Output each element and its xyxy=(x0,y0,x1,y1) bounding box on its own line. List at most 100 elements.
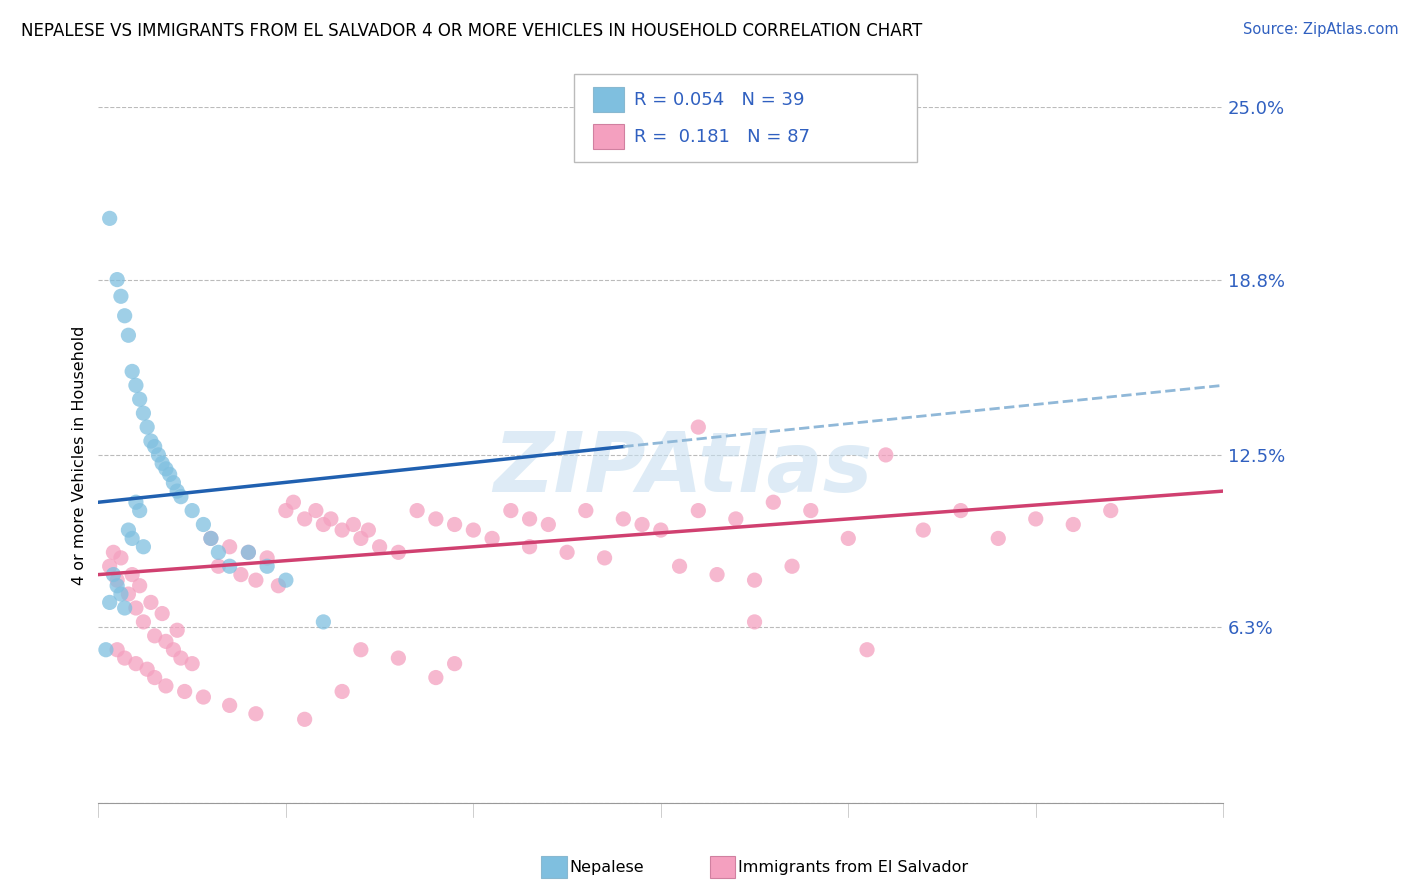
Point xyxy=(724,512,747,526)
Point xyxy=(121,567,143,582)
Point xyxy=(274,503,297,517)
Point xyxy=(350,642,373,657)
Point xyxy=(744,615,766,629)
Point xyxy=(98,595,121,609)
Point xyxy=(181,503,204,517)
Point xyxy=(143,440,166,454)
Point xyxy=(218,559,240,574)
Point xyxy=(229,567,252,582)
Point xyxy=(166,484,188,499)
Point xyxy=(631,517,654,532)
Point xyxy=(357,523,380,537)
Point xyxy=(387,651,409,665)
Point xyxy=(463,523,485,537)
Point xyxy=(114,309,136,323)
Point xyxy=(128,503,150,517)
Point xyxy=(218,698,240,713)
Point xyxy=(688,503,710,517)
Point xyxy=(125,601,148,615)
Point xyxy=(368,540,391,554)
Point xyxy=(593,550,616,565)
Point xyxy=(207,545,229,559)
Point xyxy=(117,328,139,343)
Point xyxy=(114,601,136,615)
Point xyxy=(148,448,170,462)
Point xyxy=(987,532,1010,546)
Point xyxy=(575,503,598,517)
Point xyxy=(668,559,690,574)
Text: R = 0.054   N = 39: R = 0.054 N = 39 xyxy=(634,91,804,109)
Point xyxy=(139,434,162,448)
Point xyxy=(150,607,173,621)
Point xyxy=(207,559,229,574)
Point xyxy=(912,523,935,537)
Point xyxy=(193,690,215,704)
Point xyxy=(200,532,222,546)
Point xyxy=(136,420,159,434)
Point xyxy=(143,671,166,685)
Point xyxy=(1025,512,1047,526)
Point xyxy=(114,651,136,665)
Point xyxy=(98,559,121,574)
Text: NEPALESE VS IMMIGRANTS FROM EL SALVADOR 4 OR MORE VEHICLES IN HOUSEHOLD CORRELAT: NEPALESE VS IMMIGRANTS FROM EL SALVADOR … xyxy=(21,22,922,40)
Point xyxy=(555,545,578,559)
Point xyxy=(150,456,173,470)
Point xyxy=(105,573,128,587)
Point xyxy=(125,495,148,509)
Point xyxy=(1099,503,1122,517)
Point xyxy=(110,587,132,601)
Point xyxy=(181,657,204,671)
Point xyxy=(443,517,465,532)
Point xyxy=(117,523,139,537)
Point xyxy=(294,712,316,726)
Point xyxy=(125,657,148,671)
Point xyxy=(875,448,897,462)
Point xyxy=(406,503,429,517)
Point xyxy=(267,579,290,593)
Point xyxy=(1062,517,1084,532)
Point xyxy=(650,523,672,537)
Point xyxy=(856,642,879,657)
Point xyxy=(105,272,128,286)
Point xyxy=(103,567,125,582)
Point xyxy=(256,559,278,574)
Point xyxy=(162,475,184,490)
Point xyxy=(245,706,267,721)
Point xyxy=(139,595,162,609)
Point xyxy=(330,684,353,698)
Point xyxy=(688,420,710,434)
Point xyxy=(294,512,316,526)
Point xyxy=(105,642,128,657)
Point xyxy=(110,550,132,565)
Point xyxy=(350,532,373,546)
Point xyxy=(949,503,972,517)
Point xyxy=(218,540,240,554)
Point xyxy=(170,490,193,504)
Point xyxy=(481,532,503,546)
Point xyxy=(305,503,328,517)
Point xyxy=(159,467,181,482)
Point xyxy=(245,573,267,587)
Point xyxy=(612,512,634,526)
Point xyxy=(200,532,222,546)
Point xyxy=(780,559,803,574)
Point xyxy=(110,289,132,303)
Point xyxy=(312,517,335,532)
Point xyxy=(238,545,260,559)
Point xyxy=(136,662,159,676)
Point xyxy=(128,392,150,407)
Point xyxy=(330,523,353,537)
Point xyxy=(132,615,155,629)
Point xyxy=(143,629,166,643)
Point xyxy=(519,512,541,526)
Point xyxy=(706,567,728,582)
Text: Source: ZipAtlas.com: Source: ZipAtlas.com xyxy=(1243,22,1399,37)
Point xyxy=(425,512,447,526)
Point xyxy=(155,634,177,648)
Point xyxy=(128,579,150,593)
Y-axis label: 4 or more Vehicles in Household: 4 or more Vehicles in Household xyxy=(72,326,87,584)
Point xyxy=(162,642,184,657)
Point xyxy=(98,211,121,226)
Point xyxy=(425,671,447,685)
Point xyxy=(387,545,409,559)
